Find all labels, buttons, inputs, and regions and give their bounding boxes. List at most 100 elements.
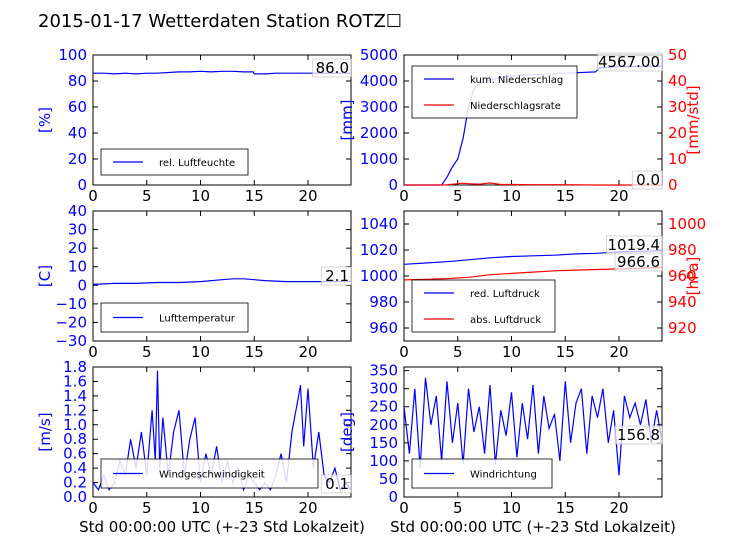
- x-tick-label: 0: [399, 343, 409, 361]
- y-tick-label: 80: [68, 72, 87, 90]
- y2-tick-label: 30: [668, 98, 687, 116]
- y2-axis-label: [hPa]: [684, 257, 702, 296]
- x-tick-label: 15: [245, 499, 264, 517]
- current-value: 156.8: [617, 426, 660, 444]
- y-tick-label: 0.4: [63, 459, 87, 477]
- legend-label: rel. Luftfeuchte: [159, 158, 235, 169]
- y-tick-label: 20: [68, 239, 87, 257]
- y-tick-label: 0.6: [63, 445, 87, 463]
- series-line: [93, 70, 351, 75]
- y-tick-label: −30: [55, 332, 87, 350]
- panel-4: 0 5 10 15 20 960 980 1000 1020 1040 920 940 960 980 10…: [360, 210, 706, 361]
- x-tick-label: 0: [88, 343, 98, 361]
- y2-tick-label: 10: [668, 150, 687, 168]
- chart-title: 2015-01-17 Wetterdaten Station ROTZ☐: [38, 11, 402, 32]
- y-tick-label: 1020: [360, 241, 398, 259]
- y-tick-label: 40: [68, 124, 87, 142]
- x-axis-label: Std 00:00:00 UTC (+-23 Std Lokalzeit): [79, 518, 365, 536]
- y-tick-label: 960: [369, 319, 398, 337]
- x-tick-label: 10: [191, 499, 210, 517]
- x-tick-label: 5: [142, 343, 152, 361]
- x-axis-label: Std 00:00:00 UTC (+-23 Std Lokalzeit): [390, 518, 676, 536]
- y2-tick-label: 920: [668, 319, 697, 337]
- y2-tick-label: 960: [668, 267, 697, 285]
- y-tick-label: −10: [55, 295, 87, 313]
- x-tick-label: 20: [298, 343, 317, 361]
- current-value: 1019.4: [608, 236, 661, 254]
- y-axis-label: [deg]: [338, 412, 356, 452]
- series-line: [403, 377, 663, 476]
- current-value: 0.0: [636, 171, 660, 189]
- y-tick-label: 100: [58, 46, 87, 64]
- y-tick-label: 1.0: [63, 416, 87, 434]
- legend-label: Windrichtung: [470, 470, 537, 481]
- y-tick-label: 1.6: [63, 372, 87, 390]
- y-tick-label: 300: [369, 380, 398, 398]
- x-tick-label: 5: [142, 187, 152, 205]
- y-tick-label: 20: [68, 150, 87, 168]
- y-tick-label: 3000: [360, 98, 398, 116]
- legend-box: [100, 148, 249, 176]
- panel-6: 0 5 10 15 20050100150200250300350[deg]Windri…: [338, 362, 676, 536]
- y-tick-label: 60: [68, 98, 87, 116]
- y-tick-label: 2000: [360, 124, 398, 142]
- y2-axis-label: [mm/std]: [684, 85, 702, 154]
- y2-tick-label: 980: [668, 241, 697, 259]
- x-tick-label: 10: [502, 499, 521, 517]
- x-tick-label: 15: [245, 187, 264, 205]
- y2-tick-label: 40: [668, 72, 687, 90]
- y-tick-label: 0: [388, 488, 398, 506]
- x-tick-label: 20: [609, 343, 628, 361]
- x-tick-label: 0: [88, 499, 98, 517]
- x-tick-label: 20: [298, 499, 317, 517]
- x-tick-label: 15: [556, 343, 575, 361]
- y-tick-label: 40: [68, 202, 87, 220]
- x-tick-label: 0: [88, 187, 98, 205]
- y-tick-label: 1.2: [63, 401, 87, 419]
- value-box: [631, 170, 663, 190]
- y-tick-label: 1.8: [63, 358, 87, 376]
- y-axis-label: [mm]: [338, 100, 356, 141]
- y-tick-label: 1000: [360, 150, 398, 168]
- legend-label: Windgeschwindigkeit: [159, 470, 265, 481]
- y2-tick-label: 940: [668, 293, 697, 311]
- x-tick-label: 5: [142, 499, 152, 517]
- y-tick-label: 200: [369, 416, 398, 434]
- x-tick-label: 20: [609, 499, 628, 517]
- y-tick-label: 1040: [360, 215, 398, 233]
- y-tick-label: 0.2: [63, 474, 87, 492]
- x-tick-label: 5: [453, 499, 463, 517]
- value-box: [614, 252, 663, 272]
- current-value: 966.6: [617, 253, 660, 271]
- x-tick-label: 20: [298, 187, 317, 205]
- y-tick-label: 10: [68, 258, 87, 276]
- y-tick-label: 5000: [360, 46, 398, 64]
- y-axis-label: [%]: [36, 107, 54, 133]
- series-line: [92, 278, 352, 285]
- value-box: [320, 474, 352, 494]
- legend-label: Niederschlagsrate: [470, 101, 561, 112]
- x-tick-label: 10: [502, 343, 521, 361]
- x-tick-label: 15: [556, 499, 575, 517]
- y-tick-label: 4000: [360, 72, 398, 90]
- y2-tick-label: 20: [668, 124, 687, 142]
- x-tick-label: 10: [191, 187, 210, 205]
- y-tick-label: 250: [369, 398, 398, 416]
- panel-3: 0 5 10 15 20−30−20−10010203040[C]Lufttempera…: [36, 202, 352, 361]
- y2-tick-label: 0: [668, 176, 678, 194]
- value-box: [320, 266, 352, 286]
- y-tick-label: 50: [379, 470, 398, 488]
- legend-label: Lufttemperatur: [159, 314, 236, 325]
- x-tick-label: 0: [399, 187, 409, 205]
- y-tick-label: 100: [369, 452, 398, 470]
- current-value: 86.0: [316, 59, 349, 77]
- current-value: 4567.00: [598, 53, 660, 71]
- series-line: [404, 182, 662, 186]
- x-tick-label: 15: [556, 187, 575, 205]
- x-tick-label: 0: [399, 499, 409, 517]
- y-tick-label: −20: [55, 313, 87, 331]
- value-box: [597, 52, 663, 72]
- x-tick-label: 20: [609, 187, 628, 205]
- x-tick-label: 5: [453, 343, 463, 361]
